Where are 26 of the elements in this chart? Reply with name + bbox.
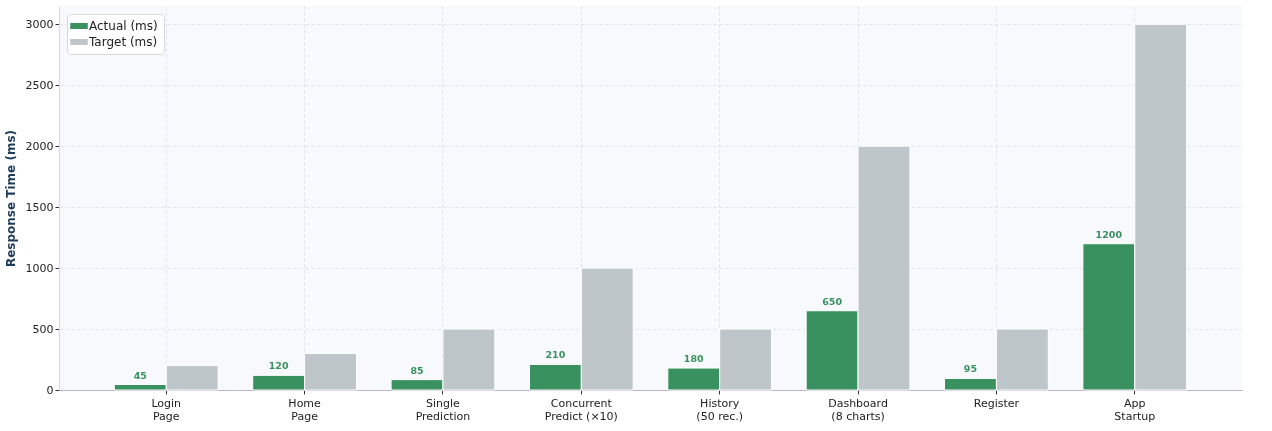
x-tick-label: Concurrent Predict (×10) [544,396,618,423]
y-tick-label: 500 [32,322,54,336]
x-tick-label: Register [973,396,1020,410]
x-tick-label: Login Page [151,396,182,423]
data-label: 210 [545,349,566,361]
x-tick-label: Single Prediction [415,396,471,423]
y-tick-label: 2500 [25,78,54,92]
x-tick-label: Home Page [288,396,322,423]
data-label: 45 [133,369,147,381]
y-tick-label: 2000 [25,139,54,153]
y-tick-label: 0 [46,383,54,397]
data-label: 120 [268,360,289,372]
y-tick-label: 1500 [25,200,54,214]
y-tick-label: 1000 [25,261,54,275]
y-tick-label: 3000 [25,17,54,31]
x-tick-label: Dashboard (8 charts) [828,396,888,423]
data-label: 180 [683,353,705,365]
x-tick-label: History (50 rec.) [696,396,744,423]
data-label: 1200 [1095,228,1123,240]
legend-label: Actual (ms) [89,19,158,33]
data-label: 85 [410,364,424,376]
data-label: 95 [963,363,978,375]
data-label: 650 [822,295,843,307]
y-axis-title: Response Time (ms) [3,129,18,268]
x-tick-label: App Startup [1114,396,1156,423]
legend-label: Target (ms) [88,35,158,49]
